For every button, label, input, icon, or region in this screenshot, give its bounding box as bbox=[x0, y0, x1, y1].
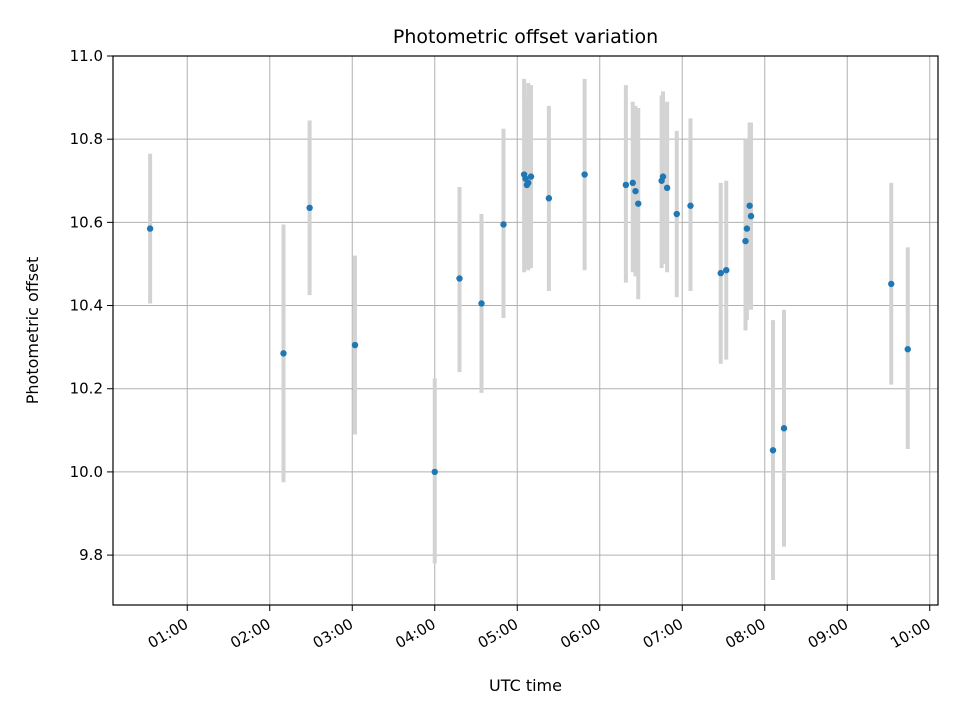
y-tick-label: 10.6 bbox=[70, 213, 103, 231]
data-point bbox=[525, 179, 532, 187]
errorbars bbox=[148, 78, 910, 581]
data-point bbox=[663, 184, 671, 192]
x-tick-label: 02:00 bbox=[227, 615, 273, 652]
x-tick-label: 09:00 bbox=[805, 615, 851, 652]
chart-title: Photometric offset variation bbox=[393, 26, 658, 48]
x-tick-label: 10:00 bbox=[887, 615, 933, 652]
data-point bbox=[904, 346, 911, 353]
data-point bbox=[632, 187, 639, 195]
data-point bbox=[527, 173, 535, 180]
data-point bbox=[746, 202, 753, 209]
data-point bbox=[629, 179, 636, 187]
x-tick-label: 08:00 bbox=[722, 615, 768, 652]
plot-frame bbox=[112, 55, 939, 606]
y-tick-label: 10.8 bbox=[70, 130, 103, 148]
data-point bbox=[747, 212, 755, 220]
x-tick-label: 06:00 bbox=[557, 615, 603, 652]
data-point bbox=[780, 425, 788, 432]
x-axis-label: UTC time bbox=[489, 676, 562, 695]
y-tick-label: 11.0 bbox=[70, 47, 103, 65]
data-point bbox=[581, 171, 588, 178]
data-point bbox=[769, 447, 777, 454]
data-point bbox=[146, 225, 154, 232]
data-point bbox=[743, 225, 751, 232]
data-point bbox=[500, 221, 507, 228]
data-point bbox=[659, 173, 667, 180]
data-point bbox=[635, 200, 642, 207]
data-point bbox=[351, 341, 359, 349]
data-points bbox=[146, 171, 911, 476]
y-tick-label: 10.0 bbox=[70, 463, 103, 481]
data-point bbox=[673, 210, 680, 218]
data-point bbox=[280, 350, 287, 357]
data-point bbox=[687, 202, 694, 209]
data-point bbox=[456, 275, 463, 282]
data-point bbox=[545, 195, 553, 202]
y-axis-label: Photometric offset bbox=[23, 257, 42, 405]
x-tick-label: 07:00 bbox=[640, 615, 686, 652]
data-point bbox=[888, 280, 895, 288]
x-tick-label: 05:00 bbox=[475, 615, 521, 652]
data-point bbox=[431, 468, 438, 476]
y-ticks: 9.8 10.0 10.2 10.4 10.6 10.8 11.0 bbox=[70, 47, 113, 564]
x-tick-label: 04:00 bbox=[392, 615, 438, 652]
x-tick-label: 01:00 bbox=[145, 615, 191, 652]
data-point bbox=[478, 300, 485, 307]
data-point bbox=[723, 266, 730, 274]
data-point bbox=[717, 269, 724, 277]
y-tick-label: 10.4 bbox=[70, 297, 103, 315]
data-point bbox=[742, 237, 749, 245]
x-ticks: 01:00 02:00 03:00 04:00 05:00 06:00 07:00 08:00… bbox=[145, 605, 934, 652]
y-tick-label: 10.2 bbox=[70, 380, 103, 398]
x-tick-label: 03:00 bbox=[310, 615, 356, 652]
data-point bbox=[306, 204, 313, 212]
data-point bbox=[622, 181, 630, 189]
y-tick-label: 9.8 bbox=[79, 546, 103, 564]
